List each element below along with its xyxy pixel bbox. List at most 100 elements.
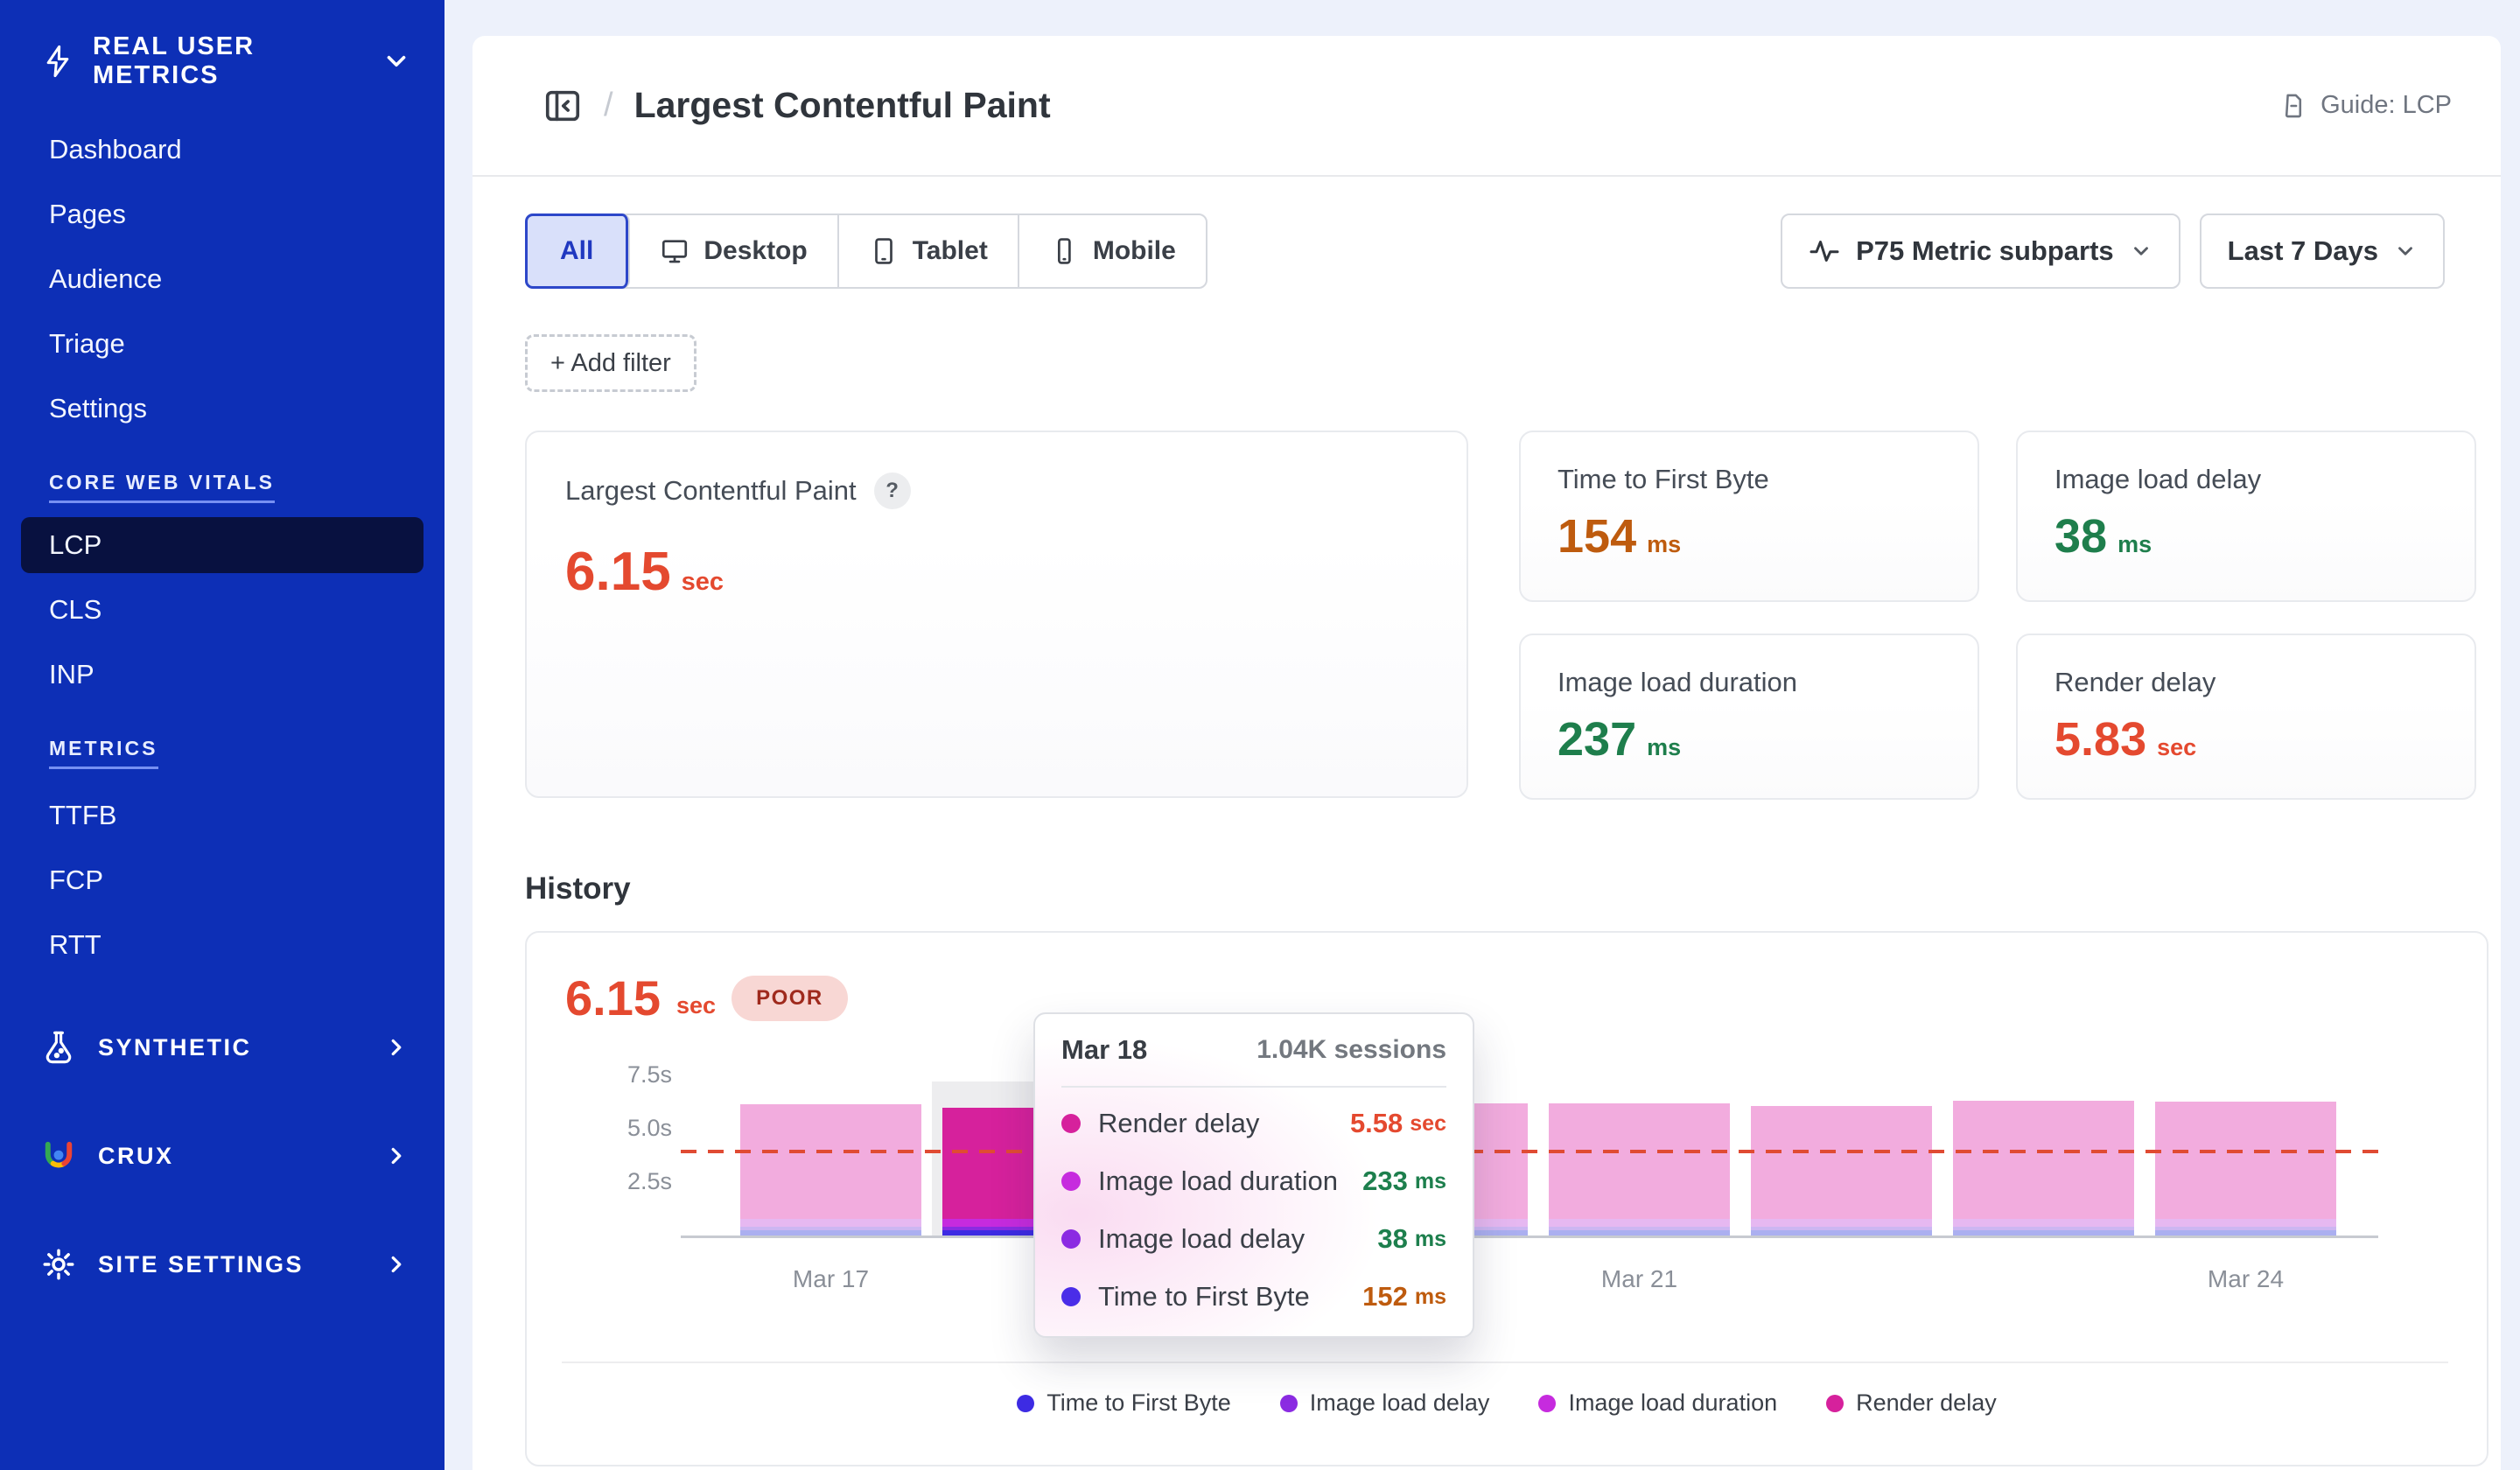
tooltip-row-render-delay: Render delay 5.58 sec [1061,1095,1446,1152]
main-area: / Largest Contentful Paint Guide: LCP Al… [444,0,2520,1470]
sidebar-item-ttfb[interactable]: TTFB [49,800,117,830]
x-axis-label-mar-21: Mar 21 [1600,1265,1678,1292]
x-axis-label-mar-24: Mar 24 [2207,1265,2285,1292]
content-surface: / Largest Contentful Paint Guide: LCP Al… [472,36,2501,1470]
tooltip-row-value: 5.58 [1349,1108,1404,1138]
sidebar-sections: CORE WEB VITALS LCP CLS INP METRICS TTFB FCP RT… [0,471,444,977]
legend-label: Time to First Byte [1046,1390,1231,1416]
legend-dot [1826,1394,1844,1412]
history-value-number: 6.15 [565,970,661,1026]
metric-value-number: 6.15 [565,542,671,602]
tooltip-row-unit: sec [1410,1110,1446,1136]
status-badge: POOR [732,975,848,1021]
sidebar-item-dashboard[interactable]: Dashboard [49,134,182,164]
page-content: All Desktop Tablet Mobile P75 Metric subpar… [472,177,2501,1466]
sidebar-item-audience[interactable]: Audience [49,263,163,294]
chevron-down-icon[interactable] [382,46,411,76]
metric-subparts-dropdown[interactable]: P75 Metric subparts [1781,214,2180,289]
threshold-line [681,1150,2378,1154]
segment-tablet[interactable]: Tablet [839,215,1019,287]
metric-value-number: 5.83 [2054,713,2147,766]
metric-value-unit: ms [1647,531,1682,557]
legend-item-image-load-delay[interactable]: Image load delay [1279,1390,1489,1417]
gear-icon [40,1246,77,1283]
chart-bar-mar-17[interactable] [740,1103,921,1236]
tooltip-sessions: 1.04K sessions [1256,1035,1446,1064]
bar-chart-plot: Mar 17 Mar 21 Mar 24 [681,1036,2378,1292]
chart-legend: Time to First Byte Image load delay Image … [527,1390,2487,1417]
metric-value-number: 237 [1558,713,1637,766]
sidebar-group-crux[interactable]: CRUX [0,1102,444,1210]
section-label-metrics: METRICS [49,737,158,769]
brand-title: REAL USER METRICS [93,32,256,89]
series-dot [1061,1114,1081,1133]
history-current-value: 6.15 sec POOR [565,970,848,1026]
sidebar-item-fcp[interactable]: FCP [49,864,103,895]
page-header: / Largest Contentful Paint Guide: LCP [472,36,2501,177]
legend-label: Render delay [1856,1390,1997,1416]
sidebar-item-settings[interactable]: Settings [49,393,148,424]
tooltip-row-value: 233 [1362,1166,1408,1196]
legend-item-render-delay[interactable]: Render delay [1826,1390,1997,1417]
legend-label: Image load duration [1568,1390,1778,1416]
tooltip-row-time-to-first-byte: Time to First Byte 152 ms [1061,1268,1446,1326]
bar-segment-image-load-delay [1549,1227,1730,1230]
bar-segment-render-delay [1549,1103,1730,1219]
sidebar-nav: Dashboard Pages Audience Triage Settings [0,117,444,441]
metric-value-unit: ms [2118,531,2152,557]
sidebar-item-rtt[interactable]: RTT [49,929,102,960]
tooltip-row-image-load-delay: Image load delay 38 ms [1061,1210,1446,1268]
lcp-summary-card: Largest Contentful Paint ? 6.15 sec [525,430,1468,798]
chart-bar-mar-23[interactable] [1953,1100,2134,1236]
segment-label: All [560,236,594,265]
sidebar-item-inp[interactable]: INP [49,659,94,690]
history-value-unit: sec [676,992,717,1018]
metric-value: 6.15 sec [565,541,1428,603]
add-filter-button[interactable]: + Add filter [525,334,696,392]
tooltip-date: Mar 18 [1061,1034,1148,1065]
breadcrumb-separator: / [604,87,613,123]
metric-value-unit: sec [2157,734,2197,760]
segment-label: Tablet [912,236,988,265]
y-axis-label-5-0s: 5.0s [626,1115,672,1141]
subpart-card-render-delay: Render delay 5.83 sec [2016,634,2476,800]
tooltip-row-unit: ms [1414,1284,1446,1309]
tooltip-row-label: Image load duration [1098,1166,1339,1196]
sidebar-item-pages[interactable]: Pages [49,199,126,229]
segment-label: Desktop [704,236,808,265]
section-core-web-vitals: CORE WEB VITALS [49,471,444,503]
sidebar-group-synthetic[interactable]: SYNTHETIC [0,993,444,1102]
group-label-site-settings: SITE SETTINGS [98,1250,304,1278]
legend-dot [1017,1394,1035,1412]
bar-segment-image-load-duration [1751,1219,1932,1227]
chart-bar-mar-21[interactable] [1549,1103,1730,1236]
sidebar-item-cls[interactable]: CLS [49,594,102,625]
legend-item-time-to-first-byte[interactable]: Time to First Byte [1017,1390,1231,1417]
date-range-label: Last 7 Days [2227,235,2378,266]
segment-label: Mobile [1092,236,1176,265]
card-title: Render delay [2054,667,2216,697]
segment-all[interactable]: All [525,214,631,289]
desktop-icon [660,236,690,266]
sidebar-item-triage[interactable]: Triage [49,328,125,359]
chart-bar-mar-24[interactable] [2155,1101,2336,1236]
collapse-sidebar-icon[interactable] [542,86,583,126]
legend-dot [1538,1394,1557,1412]
legend-item-image-load-duration[interactable]: Image load duration [1538,1390,1777,1417]
bar-segment-render-delay [1751,1106,1932,1219]
sidebar-group-site-settings[interactable]: SITE SETTINGS [0,1210,444,1319]
mobile-icon [1049,236,1079,266]
sidebar-item-lcp[interactable]: LCP [21,517,424,573]
divider [562,1362,2448,1363]
date-range-dropdown[interactable]: Last 7 Days [2199,214,2445,289]
chart-bar-mar-22[interactable] [1751,1106,1932,1236]
guide-link[interactable]: Guide: LCP [2278,91,2452,121]
metric-value: 237 ms [1558,712,1941,766]
chevron-right-icon [383,1034,410,1060]
group-label-crux: CRUX [98,1142,174,1169]
metric-value-unit: sec [681,568,724,596]
segment-desktop[interactable]: Desktop [630,215,839,287]
help-icon[interactable]: ? [873,472,911,509]
segment-mobile[interactable]: Mobile [1019,215,1206,287]
section-metrics: METRICS [49,737,444,769]
